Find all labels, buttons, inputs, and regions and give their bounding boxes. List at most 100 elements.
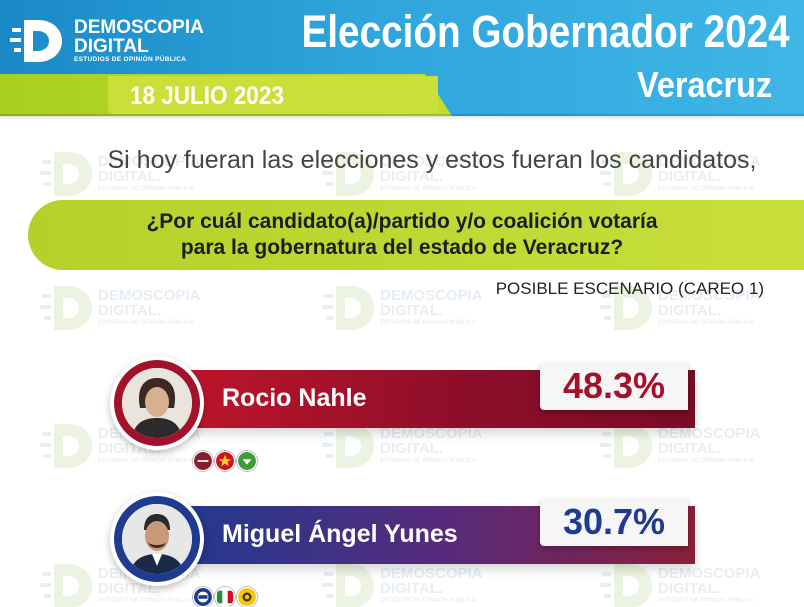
watermark-logo-icon bbox=[40, 152, 92, 196]
morena-logo-icon bbox=[193, 451, 213, 471]
header-shadow bbox=[0, 114, 804, 120]
percentage-value: 30.7% bbox=[562, 501, 666, 542]
date-box bbox=[108, 76, 438, 114]
watermark-logo-icon bbox=[600, 286, 652, 330]
watermark-line2: DIGITAL. bbox=[380, 440, 444, 457]
watermark-line2: DIGITAL. bbox=[380, 580, 444, 597]
intro-text: Si hoy fueran las elecciones y estos fue… bbox=[107, 146, 757, 174]
watermark-line2: DIGITAL. bbox=[658, 580, 722, 597]
percentage-box bbox=[540, 362, 688, 410]
watermark-logo-icon bbox=[600, 152, 652, 196]
photo-frame bbox=[122, 504, 192, 574]
watermark-logo-icon bbox=[600, 564, 652, 607]
photo-ring bbox=[114, 496, 200, 582]
watermark-logo-icon bbox=[322, 424, 374, 468]
question: ¿Por cuál candidato(a)/partido y/o coali… bbox=[0, 209, 804, 261]
person-icon bbox=[122, 368, 192, 438]
watermark-logo-icon bbox=[40, 564, 92, 607]
watermark-tagline: ESTUDIOS DE OPINIÓN PÚBLICA bbox=[98, 458, 195, 464]
watermark-tagline: ESTUDIOS DE OPINIÓN PÚBLICA bbox=[658, 458, 755, 464]
watermark-tagline: ESTUDIOS DE OPINIÓN PÚBLICA bbox=[658, 320, 755, 326]
brand-name-line1: DEMOSCOPIA bbox=[74, 17, 204, 38]
watermark-line1: DEMOSCOPIA bbox=[658, 153, 761, 170]
intro-wrapper: Si hoy fueran las elecciones y estos fue… bbox=[0, 146, 804, 175]
watermark-logo-icon bbox=[40, 286, 92, 330]
page-title: Elección Gobernador 2024 bbox=[301, 6, 790, 57]
watermark-tagline: ESTUDIOS DE OPINIÓN PÚBLICA bbox=[380, 186, 477, 192]
watermark-logo-icon bbox=[322, 564, 374, 607]
watermark-line1: DEMOSCOPIA bbox=[380, 287, 483, 304]
brand-name: DEMOSCOPIA DIGITAL bbox=[74, 18, 204, 56]
watermark-line2: DIGITAL. bbox=[380, 168, 444, 185]
pri-logo-icon bbox=[215, 587, 235, 607]
percentage-value: 48.3% bbox=[562, 365, 666, 406]
pt-logo-icon bbox=[215, 451, 235, 471]
watermark-logo-icon bbox=[600, 424, 652, 468]
person-icon bbox=[122, 504, 192, 574]
photo-ring bbox=[114, 360, 200, 446]
watermark-tagline: ESTUDIOS DE OPINIÓN PÚBLICA bbox=[98, 320, 195, 326]
prd-logo-icon bbox=[237, 587, 257, 607]
candidate-name: Rocio Nahle bbox=[222, 384, 367, 412]
brand-logo-icon bbox=[10, 20, 62, 62]
candidate-photo bbox=[110, 356, 204, 450]
watermark-line2: DIGITAL. bbox=[658, 302, 722, 319]
watermark-line1: DEMOSCOPIA bbox=[658, 425, 761, 442]
watermark-line2: DIGITAL. bbox=[380, 302, 444, 319]
watermark-logo-icon bbox=[322, 286, 374, 330]
candidate-photo bbox=[110, 492, 204, 586]
watermark-line1: DEMOSCOPIA bbox=[98, 153, 201, 170]
watermark-tagline: ESTUDIOS DE OPINIÓN PÚBLICA bbox=[658, 186, 755, 192]
watermark-logo-icon bbox=[322, 152, 374, 196]
pvem-logo-icon bbox=[237, 451, 257, 471]
watermark-line2: DIGITAL. bbox=[98, 302, 162, 319]
watermark-tagline: ESTUDIOS DE OPINIÓN PÚBLICA bbox=[380, 458, 477, 464]
question-line2: para la gobernatura del estado de Veracr… bbox=[180, 236, 624, 259]
watermark-line1: DEMOSCOPIA bbox=[658, 565, 761, 582]
candidate-row: 48.3% Rocio Nahle bbox=[0, 356, 804, 471]
watermark-line2: DIGITAL. bbox=[98, 168, 162, 185]
brand-name-line2: DIGITAL bbox=[74, 36, 149, 57]
brand-logo: DEMOSCOPIA DIGITAL ESTUDIOS DE OPINIÓN P… bbox=[10, 14, 210, 70]
brand-tagline: ESTUDIOS DE OPINIÓN PÚBLICA bbox=[74, 56, 187, 63]
photo-frame bbox=[122, 368, 192, 438]
question-line1: ¿Por cuál candidato(a)/partido y/o coali… bbox=[146, 210, 658, 233]
watermark-line2: DIGITAL. bbox=[658, 168, 722, 185]
watermark-line2: DIGITAL. bbox=[658, 440, 722, 457]
watermark-line1: DEMOSCOPIA bbox=[658, 287, 761, 304]
watermark-tagline: ESTUDIOS DE OPINIÓN PÚBLICA bbox=[98, 598, 195, 604]
watermark-line1: DEMOSCOPIA bbox=[98, 287, 201, 304]
candidate-name: Miguel Ángel Yunes bbox=[222, 520, 458, 548]
percentage-box bbox=[540, 498, 688, 546]
watermark-tagline: ESTUDIOS DE OPINIÓN PÚBLICA bbox=[98, 186, 195, 192]
watermark-line1: DEMOSCOPIA bbox=[380, 565, 483, 582]
watermark-tagline: ESTUDIOS DE OPINIÓN PÚBLICA bbox=[380, 320, 477, 326]
watermark-tagline: ESTUDIOS DE OPINIÓN PÚBLICA bbox=[658, 598, 755, 604]
watermark-line1: DEMOSCOPIA bbox=[380, 425, 483, 442]
header: DEMOSCOPIA DIGITAL ESTUDIOS DE OPINIÓN P… bbox=[0, 0, 804, 120]
scenario-label: POSIBLE ESCENARIO (CAREO 1) bbox=[495, 279, 764, 298]
state-name: Veracruz bbox=[636, 64, 772, 105]
candidate-row: 30.7% Miguel Ángel Yunes bbox=[0, 492, 804, 607]
survey-date: 18 JULIO 2023 bbox=[130, 82, 284, 110]
watermark-line1: DEMOSCOPIA bbox=[380, 153, 483, 170]
